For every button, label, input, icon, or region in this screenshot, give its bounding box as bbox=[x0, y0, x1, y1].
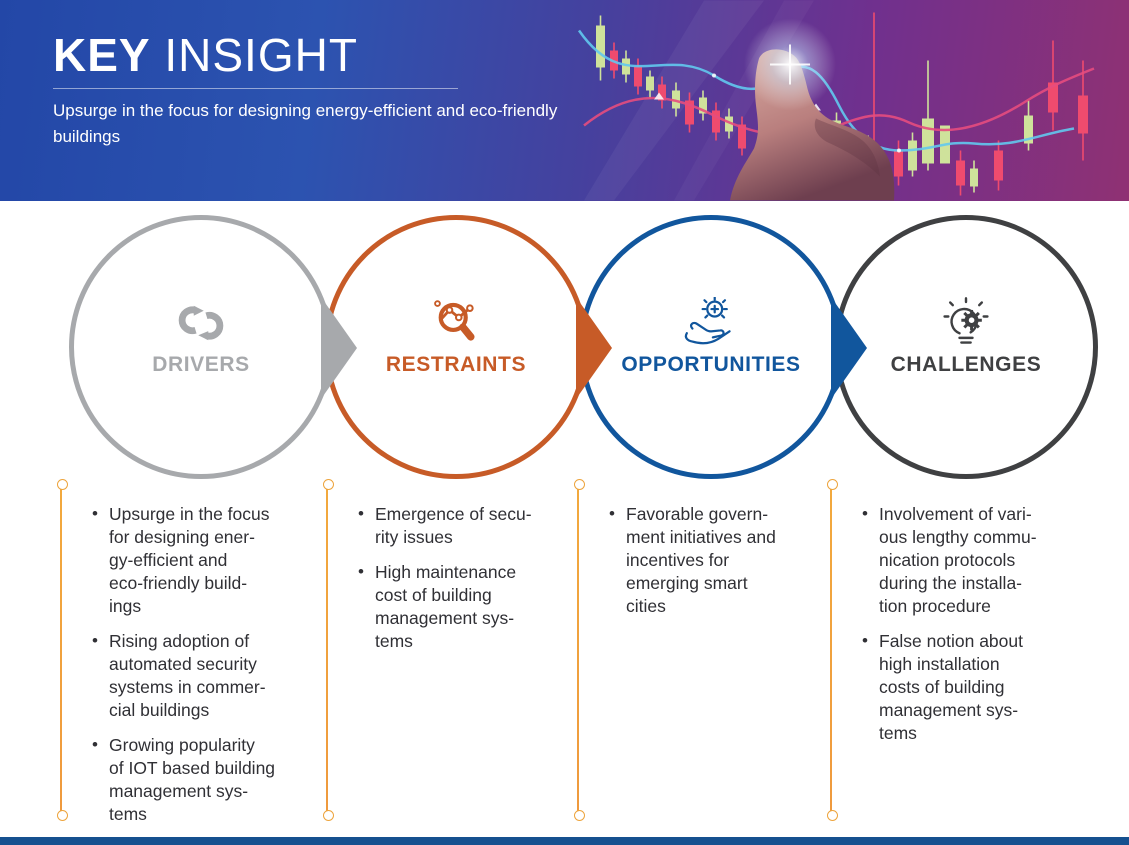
title-divider bbox=[53, 88, 458, 89]
trend-line-pink bbox=[583, 67, 1095, 137]
stage-label-opportunities: OPPORTUNITIES bbox=[621, 353, 801, 376]
stage-circle-restraints: RESTRAINTS bbox=[324, 215, 588, 479]
bullet-item: Involvement of vari- ous lengthy commu- … bbox=[862, 502, 1092, 618]
accent-line-endpoint bbox=[573, 810, 585, 821]
page-title: KEY INSIGHT bbox=[53, 30, 557, 80]
stage-circle-drivers: DRIVERS bbox=[69, 215, 333, 479]
magnifier-chart-icon bbox=[434, 300, 475, 341]
bullet-item: Favorable govern- ment initiatives and i… bbox=[609, 502, 839, 618]
bullet-item: Rising adoption of automated security sy… bbox=[92, 629, 322, 722]
challenges-bullet-list: Involvement of vari- ous lengthy commu- … bbox=[862, 502, 1092, 757]
footer-accent-bar bbox=[0, 837, 1129, 845]
bulb-gear-icon bbox=[943, 297, 989, 344]
opportunities-bullet-list: Favorable govern- ment initiatives and i… bbox=[609, 502, 839, 630]
hand-fingers-shadow bbox=[814, 118, 880, 177]
stock-chart-photo bbox=[577, 0, 1095, 201]
stage-circle-opportunities: OPPORTUNITIES bbox=[579, 215, 843, 479]
accent-line bbox=[60, 489, 62, 811]
drivers-bullet-list: Upsurge in the focus for designing ener-… bbox=[92, 502, 322, 838]
challenges-icon-box bbox=[936, 297, 996, 349]
hand-sun-icon bbox=[684, 297, 731, 345]
trend-line-blue bbox=[577, 29, 1075, 152]
accent-line bbox=[326, 489, 328, 811]
accent-line-endpoint bbox=[322, 479, 334, 490]
title-key: KEY bbox=[53, 29, 151, 81]
stage-circle-challenges: CHALLENGES bbox=[834, 215, 1098, 479]
drivers-icon-box bbox=[172, 297, 230, 349]
accent-line-endpoint bbox=[826, 479, 838, 490]
accent-line-endpoint bbox=[826, 810, 838, 821]
bullet-item: High maintenance cost of building manage… bbox=[358, 560, 588, 653]
stage-label-challenges: CHALLENGES bbox=[890, 353, 1042, 376]
title-insight: INSIGHT bbox=[150, 29, 358, 81]
stage-label-drivers: DRIVERS bbox=[152, 353, 250, 376]
accent-line-endpoint bbox=[56, 810, 68, 821]
stage-label-restraints: RESTRAINTS bbox=[385, 353, 527, 376]
subtitle: Upsurge in the focus for designing energ… bbox=[53, 101, 558, 146]
accent-line-endpoint bbox=[322, 810, 334, 821]
glow-sparkle bbox=[770, 44, 810, 85]
opportunities-icon-box bbox=[681, 297, 741, 349]
restraints-bullet-list: Emergence of secu- rity issues High main… bbox=[358, 502, 588, 665]
accent-line bbox=[830, 489, 832, 811]
bullet-item: Upsurge in the focus for designing ener-… bbox=[92, 502, 322, 618]
bullet-item: False notion about high installation cos… bbox=[862, 629, 1092, 745]
header-banner: KEY INSIGHT Upsurge in the focus for des… bbox=[0, 0, 1129, 201]
accent-line-endpoint bbox=[573, 479, 585, 490]
bullet-item: Emergence of secu- rity issues bbox=[358, 502, 588, 549]
restraints-icon-box bbox=[428, 297, 484, 349]
accent-line-endpoint bbox=[56, 479, 68, 490]
sync-arrows-icon bbox=[178, 305, 224, 341]
gear-part bbox=[961, 309, 982, 331]
bullet-item: Growing popularity of IOT based building… bbox=[92, 733, 322, 826]
